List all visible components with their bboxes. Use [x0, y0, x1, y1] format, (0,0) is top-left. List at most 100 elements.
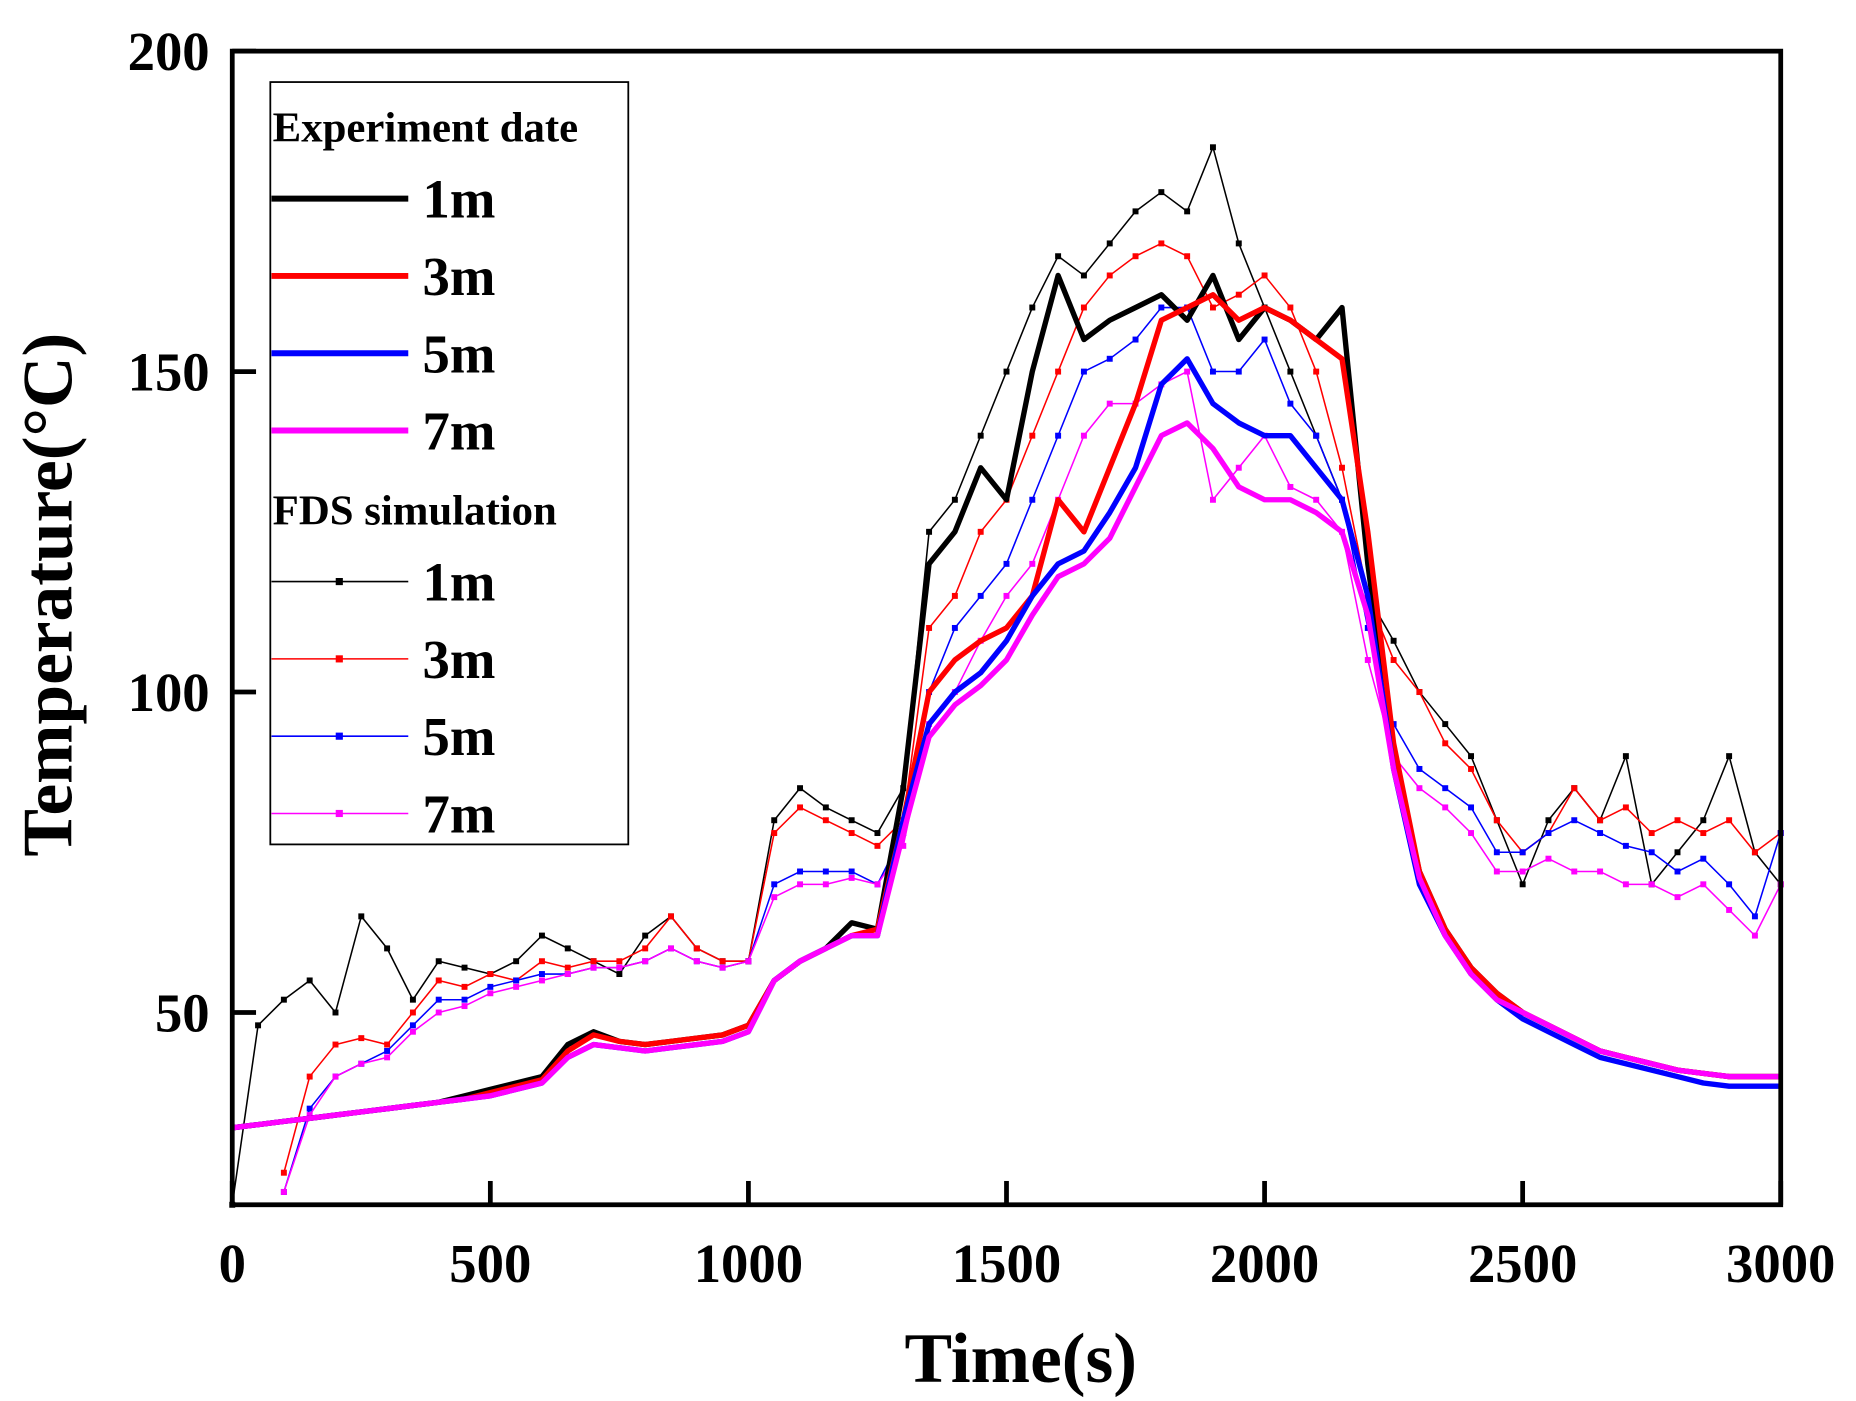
legend: Experiment date 1m 3m 5m 7m FDS simulation 1m 3… [269, 81, 630, 846]
data-point [435, 1009, 442, 1016]
data-point [487, 971, 494, 978]
data-point [1055, 432, 1062, 439]
data-point [1597, 868, 1604, 875]
data-point [1003, 592, 1010, 599]
data-point [1545, 855, 1552, 862]
data-point [771, 817, 778, 824]
data-point [306, 1105, 313, 1112]
data-point [874, 842, 881, 849]
data-point [1726, 753, 1733, 760]
legend-label: 5m [423, 323, 496, 384]
data-point [332, 1041, 339, 1048]
legend-item: 1m [271, 169, 495, 230]
data-point [1003, 368, 1010, 375]
data-point [822, 868, 829, 875]
legend-marker [335, 732, 343, 740]
data-point [1571, 817, 1578, 824]
data-point [1468, 804, 1475, 811]
data-point [1493, 817, 1500, 824]
data-point [306, 1073, 313, 1080]
legend-group-title: FDS simulation [273, 487, 557, 534]
data-point [977, 528, 984, 535]
data-point [1184, 368, 1191, 375]
data-point [1235, 240, 1242, 247]
data-point [1158, 189, 1165, 196]
data-point [1519, 849, 1526, 856]
legend-box [269, 81, 630, 846]
legend-item: 5m [271, 706, 496, 767]
data-point [1519, 868, 1526, 875]
data-point [1751, 913, 1758, 920]
data-point [1442, 721, 1449, 728]
data-point [642, 932, 649, 939]
legend-label: 5m [423, 706, 496, 767]
data-point [1674, 868, 1681, 875]
data-point [1003, 560, 1010, 567]
data-point [1571, 868, 1578, 875]
data-point [1390, 657, 1397, 663]
plot-frame [229, 48, 1784, 1208]
data-point [435, 996, 442, 1003]
x-tick-label: 500 [449, 1233, 531, 1294]
data-point [1106, 240, 1113, 247]
data-point [538, 958, 545, 965]
data-point [616, 964, 623, 971]
data-point [822, 881, 829, 888]
y-tick-label: 50 [155, 983, 210, 1044]
data-point [719, 964, 726, 971]
data-point [1080, 432, 1087, 439]
data-point [1468, 765, 1475, 772]
data-point [409, 1028, 416, 1035]
data-point [642, 958, 649, 965]
data-point [306, 1112, 313, 1119]
legend-marker [335, 809, 343, 818]
data-point [1158, 304, 1165, 311]
data-point [1416, 689, 1423, 696]
data-point [1209, 304, 1216, 311]
legend-label: 1m [423, 552, 496, 613]
data-point [461, 996, 468, 1003]
legend-label: 7m [423, 784, 496, 845]
data-point [1209, 144, 1216, 151]
data-point [1622, 804, 1629, 811]
data-point [1029, 496, 1036, 503]
data-point [538, 932, 545, 939]
series-layer [229, 144, 1784, 1208]
data-point [1519, 881, 1526, 888]
data-point [384, 1047, 391, 1054]
data-point [358, 913, 365, 920]
data-point [1700, 881, 1707, 888]
data-point [1442, 740, 1449, 747]
data-point [461, 964, 468, 971]
legend-label: 3m [423, 629, 496, 690]
data-point [874, 881, 881, 888]
x-tick-label: 1500 [952, 1233, 1061, 1294]
legend-item: 7m [271, 401, 495, 462]
data-point [848, 830, 855, 837]
data-point [771, 894, 778, 901]
data-point [1493, 849, 1500, 856]
data-point [797, 804, 804, 811]
data-point [1055, 368, 1062, 375]
data-point [538, 977, 545, 984]
y-tick-label: 150 [128, 342, 210, 403]
data-point [1648, 881, 1655, 888]
data-point [977, 432, 984, 439]
data-point [306, 977, 313, 984]
data-point [616, 971, 623, 978]
y-tick-label: 200 [128, 21, 210, 82]
data-point [642, 945, 649, 952]
data-point [1442, 804, 1449, 811]
data-point [1029, 560, 1036, 567]
data-point [1468, 753, 1475, 760]
data-point [1700, 830, 1707, 837]
data-point [1106, 355, 1113, 362]
data-point [564, 964, 571, 971]
data-point [1029, 304, 1036, 311]
data-point [435, 977, 442, 984]
data-point [384, 945, 391, 952]
y-axis-label: Temperature(°C) [9, 333, 88, 857]
data-point [1184, 253, 1191, 260]
series-experiment-date-7m [231, 420, 1781, 1131]
